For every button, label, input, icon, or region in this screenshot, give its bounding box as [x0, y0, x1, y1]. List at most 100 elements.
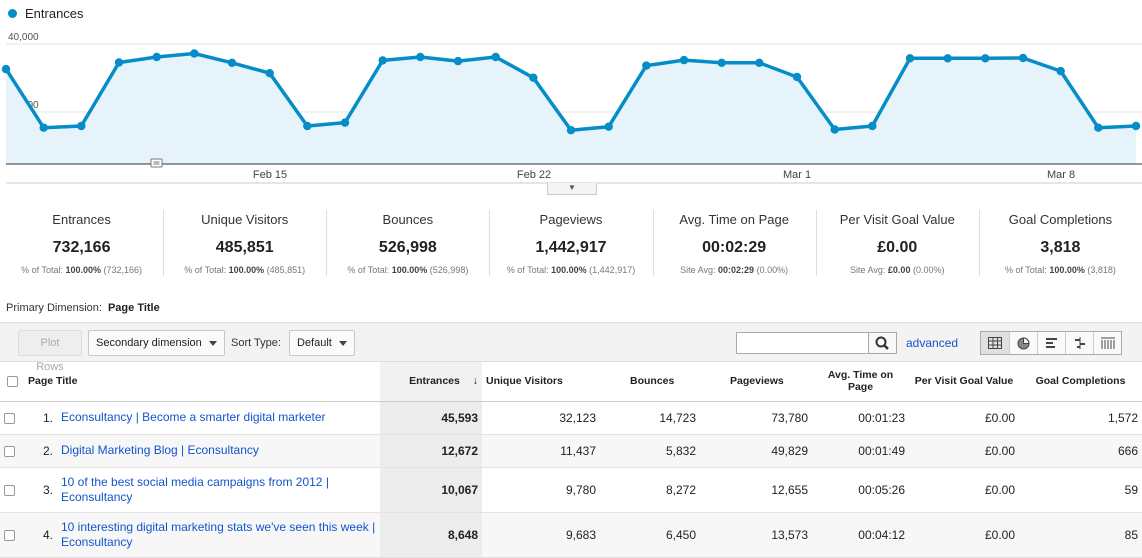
- row-checkbox[interactable]: [4, 445, 15, 457]
- annotation-icon[interactable]: [150, 158, 163, 168]
- cell-goal-completions: 666: [1019, 434, 1142, 468]
- cell-goal-value: £0.00: [909, 512, 1020, 558]
- scorecard-value: £0.00: [877, 239, 918, 256]
- data-point[interactable]: [717, 58, 726, 67]
- sort-type-value: Default: [297, 337, 332, 349]
- data-point[interactable]: [77, 121, 86, 131]
- scorecard-entrances[interactable]: Entrances 732,166 % of Total: 100.00% (7…: [0, 205, 163, 287]
- secondary-dimension-dropdown[interactable]: Secondary dimension: [88, 330, 225, 356]
- cell-goal-completions: 1,572: [1019, 401, 1142, 435]
- page-title-link[interactable]: Econsultancy | Become a smarter digital …: [61, 410, 326, 424]
- scorecard-avg-time[interactable]: Avg. Time on Page 00:02:29 Site Avg: 00:…: [652, 205, 816, 287]
- cell-unique-visitors: 32,123: [482, 401, 601, 435]
- scorecard-pageviews[interactable]: Pageviews 1,442,917 % of Total: 100.00% …: [489, 205, 652, 287]
- data-point[interactable]: [114, 58, 124, 67]
- scorecard-value: 3,818: [1040, 239, 1081, 256]
- plot-rows-button[interactable]: Plot Rows: [18, 330, 82, 373]
- select-all-cell: [0, 362, 24, 402]
- pie-chart-icon: [1017, 336, 1030, 349]
- data-point[interactable]: [679, 55, 689, 65]
- data-point[interactable]: [1056, 66, 1065, 76]
- data-point[interactable]: [265, 69, 274, 78]
- data-point[interactable]: [491, 52, 500, 62]
- header-entrances-label: Entrances: [409, 375, 460, 388]
- data-point[interactable]: [378, 56, 387, 65]
- chart-collapse-toggle[interactable]: ▼: [547, 183, 597, 195]
- data-point[interactable]: [642, 61, 651, 70]
- data-point[interactable]: [340, 118, 350, 127]
- data-point[interactable]: [152, 52, 161, 62]
- data-point[interactable]: [190, 49, 199, 58]
- data-point[interactable]: [566, 126, 576, 135]
- page-title-link[interactable]: Digital Marketing Blog | Econsultancy: [61, 443, 259, 457]
- scorecard-sub: % of Total: 100.00% (526,998): [347, 265, 469, 275]
- cell-avg-time: 00:01:49: [812, 434, 910, 468]
- cell-entrances: 12,672: [380, 434, 483, 468]
- data-point[interactable]: [39, 123, 48, 132]
- sort-type-dropdown[interactable]: Default: [289, 330, 355, 356]
- chart-svg: 40,000 20,000 Feb 15 Feb 22 Mar 1 Mar 8: [1, 32, 1142, 184]
- data-point[interactable]: [529, 73, 538, 82]
- data-point[interactable]: [1018, 53, 1028, 63]
- y-tick-label: 40,000: [8, 32, 39, 43]
- row-select-cell: [0, 467, 24, 513]
- data-point[interactable]: [981, 54, 990, 63]
- header-pageviews[interactable]: Pageviews: [700, 362, 813, 402]
- data-point[interactable]: [303, 121, 312, 131]
- data-point[interactable]: [604, 122, 613, 131]
- data-point[interactable]: [868, 121, 877, 131]
- data-point[interactable]: [943, 54, 952, 63]
- table-search-input[interactable]: [736, 332, 869, 354]
- header-avg-time[interactable]: Avg. Time on Page: [812, 362, 910, 402]
- caret-down-icon: [209, 341, 217, 346]
- cell-bounces: 5,832: [600, 434, 701, 468]
- page-title-link[interactable]: 10 of the best social media campaigns fr…: [61, 474, 329, 504]
- view-performance-button[interactable]: [1037, 332, 1065, 354]
- scorecard-goal-value[interactable]: Per Visit Goal Value £0.00 Site Avg: £0.…: [815, 205, 979, 287]
- header-unique-visitors[interactable]: Unique Visitors: [482, 362, 601, 402]
- scorecard-label: Unique Visitors: [201, 212, 289, 227]
- data-point[interactable]: [453, 56, 463, 66]
- header-entrances[interactable]: Entrances ↓: [380, 362, 483, 402]
- primary-dimension-page-title[interactable]: Page Title: [107, 302, 160, 314]
- row-checkbox[interactable]: [4, 484, 15, 496]
- series-area: [6, 53, 1136, 164]
- row-checkbox[interactable]: [4, 412, 15, 424]
- data-point[interactable]: [1, 64, 11, 74]
- scorecard-sub: % of Total: 100.00% (485,851): [184, 265, 306, 275]
- comparison-icon: [1074, 337, 1085, 349]
- scorecard-unique-visitors[interactable]: Unique Visitors 485,851 % of Total: 100.…: [163, 205, 326, 287]
- cell-bounces: 8,272: [600, 467, 701, 513]
- scorecard-label: Goal Completions: [1008, 212, 1113, 227]
- select-all-checkbox[interactable]: [6, 375, 18, 387]
- header-goal-completions[interactable]: Goal Completions: [1019, 362, 1142, 402]
- sort-desc-arrow-icon: ↓: [472, 375, 479, 388]
- view-pie-button[interactable]: [1009, 332, 1037, 354]
- advanced-filter-link[interactable]: advanced: [906, 336, 959, 350]
- row-checkbox[interactable]: [4, 529, 15, 541]
- page-title-link[interactable]: 10 interesting digital marketing stats w…: [61, 519, 376, 549]
- scorecard-goal-completions[interactable]: Goal Completions 3,818 % of Total: 100.0…: [978, 205, 1142, 287]
- data-point[interactable]: [1094, 123, 1103, 132]
- data-point[interactable]: [1131, 121, 1141, 131]
- view-pivot-button[interactable]: [1093, 332, 1121, 354]
- data-point[interactable]: [416, 52, 425, 62]
- data-point[interactable]: [792, 72, 802, 82]
- view-comparison-button[interactable]: [1065, 332, 1093, 354]
- data-point[interactable]: [755, 58, 764, 67]
- cell-goal-completions: 85: [1019, 512, 1142, 558]
- cell-pageviews: 49,829: [700, 434, 813, 468]
- scorecard-value: 1,442,917: [535, 239, 607, 256]
- view-data-table-button[interactable]: [981, 332, 1009, 354]
- header-bounces[interactable]: Bounces: [600, 362, 701, 402]
- scorecard-bounces[interactable]: Bounces 526,998 % of Total: 100.00% (526…: [326, 205, 489, 287]
- data-point[interactable]: [830, 125, 839, 134]
- search-button[interactable]: [869, 332, 897, 354]
- data-point[interactable]: [905, 54, 915, 63]
- scorecard-sub: Site Avg: £0.00 (0.00%): [850, 265, 945, 275]
- entrances-chart[interactable]: Entrances 40,000 20,000 Feb 15 Feb 22 Ma…: [0, 0, 1142, 195]
- header-goal-value[interactable]: Per Visit Goal Value: [909, 362, 1020, 402]
- header-page-title[interactable]: Page Title: [24, 362, 381, 402]
- data-point[interactable]: [227, 58, 237, 67]
- scorecard-label: Avg. Time on Page: [679, 212, 789, 227]
